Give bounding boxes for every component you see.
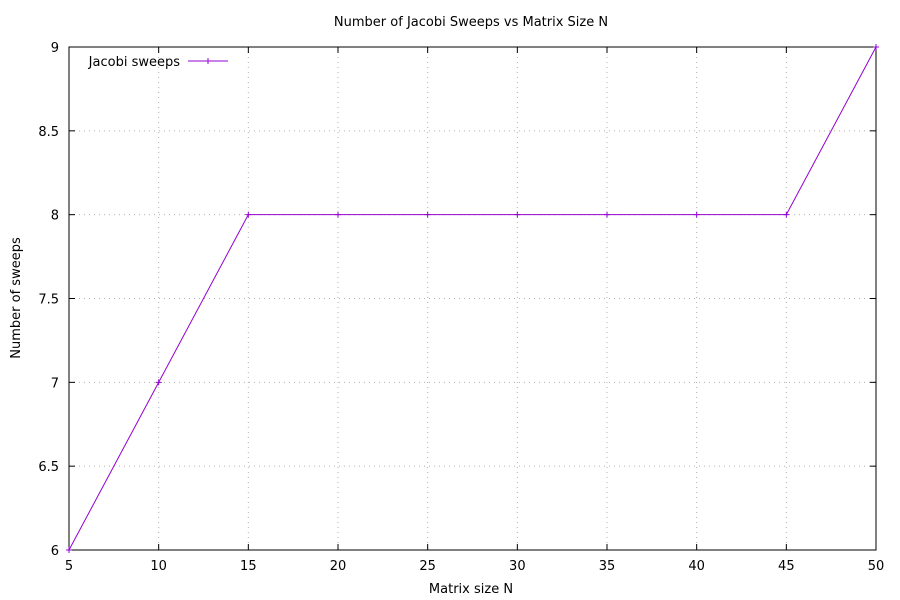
data-point-marker <box>873 44 879 50</box>
y-tick-label: 8 <box>51 209 59 224</box>
x-tick-label: 10 <box>150 559 167 574</box>
y-tick-label: 9 <box>51 41 59 56</box>
data-point-marker <box>604 211 610 218</box>
y-tick-label: 8.5 <box>38 125 59 140</box>
data-point-marker <box>155 379 162 386</box>
y-tick-label: 7 <box>51 376 59 391</box>
x-axis-label: Matrix size N <box>429 582 513 597</box>
series-line-jacobi-sweeps <box>68 46 877 551</box>
data-point-marker <box>66 547 72 553</box>
data-point-marker <box>424 211 431 218</box>
legend: Jacobi sweeps <box>88 55 228 70</box>
y-tick-label: 7.5 <box>38 293 59 308</box>
data-point-marker <box>245 211 252 218</box>
data-point-marker <box>335 211 341 218</box>
data-point-marker <box>693 211 700 218</box>
x-tick-label: 35 <box>599 559 616 574</box>
x-tick-label: 25 <box>419 559 436 574</box>
x-tick-label: 30 <box>509 559 526 574</box>
data-point-marker <box>514 211 521 218</box>
data-point-marker <box>783 211 790 218</box>
x-tick-label: 5 <box>65 559 73 574</box>
legend-entry-jacobi-sweeps: Jacobi sweeps <box>88 55 181 70</box>
y-tick-label: 6 <box>51 544 59 559</box>
x-tick-label: 15 <box>240 559 257 574</box>
x-tick-label: 50 <box>868 559 885 574</box>
y-axis-label: Number of sweeps <box>9 237 24 359</box>
x-axis-ticks: 5 10 15 20 25 30 35 40 45 50 <box>65 47 884 574</box>
x-tick-label: 40 <box>688 559 705 574</box>
series-layer <box>66 44 879 553</box>
y-tick-label: 6.5 <box>38 460 59 475</box>
legend-marker-plus <box>205 58 211 64</box>
x-tick-label: 20 <box>330 559 347 574</box>
y-axis-ticks: 6 6.5 7 7.5 8 8.5 9 <box>38 41 876 559</box>
x-tick-label: 45 <box>778 559 795 574</box>
chart-title: Number of Jacobi Sweeps vs Matrix Size N <box>334 15 608 30</box>
